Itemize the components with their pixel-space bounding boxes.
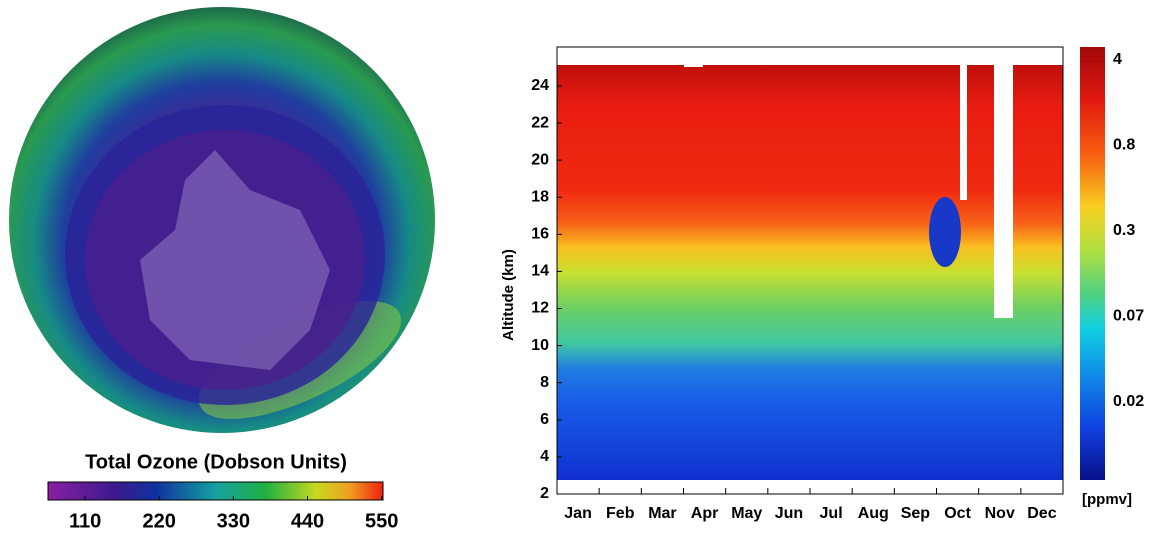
x-tick-label: Jul [820, 505, 843, 522]
x-tick-label: Apr [691, 505, 719, 522]
y-tick-label: 2 [540, 485, 549, 502]
contour-blob [929, 197, 961, 267]
colorbar-label: 0.8 [1113, 137, 1135, 154]
colorbar-unit: [ppmv] [1082, 491, 1132, 508]
missing-data [994, 64, 1013, 318]
y-tick-label: 24 [531, 77, 549, 94]
antarctica [140, 150, 330, 370]
x-tick-label: May [731, 505, 762, 522]
ozone-globe [9, 7, 435, 433]
colorbar-tick-label: 330 [217, 510, 250, 532]
y-tick-label: 18 [531, 188, 549, 205]
colorbar-label: 0.3 [1113, 222, 1135, 239]
y-tick-label: 4 [540, 448, 549, 465]
missing-data [684, 64, 703, 67]
colorbar-tick-label: 440 [291, 510, 324, 532]
colorbar-tick-label: 220 [143, 510, 176, 532]
ppmv-colorbar [1080, 47, 1105, 480]
x-tick-label: Feb [606, 505, 635, 522]
x-tick-label: Oct [944, 505, 971, 522]
x-tick-label: Nov [985, 505, 1015, 522]
y-tick-label: 8 [540, 374, 549, 391]
y-tick-label: 16 [531, 226, 549, 243]
x-tick-label: Sep [901, 505, 931, 522]
x-tick-label: Jun [775, 505, 803, 522]
colorbar-label: 0.07 [1113, 308, 1144, 325]
y-tick-label: 14 [531, 263, 549, 280]
y-tick-label: 6 [540, 411, 549, 428]
y-tick-label: 22 [531, 114, 549, 131]
y-axis-label: Altitude (km) [500, 249, 517, 341]
missing-data [960, 64, 967, 200]
x-tick-label: Dec [1027, 505, 1056, 522]
y-tick-label: 20 [531, 151, 549, 168]
y-tick-label: 12 [531, 300, 549, 317]
x-tick-label: Jan [564, 505, 592, 522]
colorbar-tick-label: 550 [365, 510, 398, 532]
x-tick-label: Mar [648, 505, 676, 522]
colorbar-label: 4 [1113, 51, 1122, 68]
left-title: Total Ozone (Dobson Units) [85, 451, 347, 473]
x-tick-label: Aug [858, 505, 889, 522]
y-tick-label: 10 [531, 337, 549, 354]
colorbar-label: 0.02 [1113, 393, 1144, 410]
dobson-colorbar [47, 481, 384, 501]
colorbar-tick-label: 110 [69, 510, 101, 532]
contour-field [557, 65, 1063, 480]
